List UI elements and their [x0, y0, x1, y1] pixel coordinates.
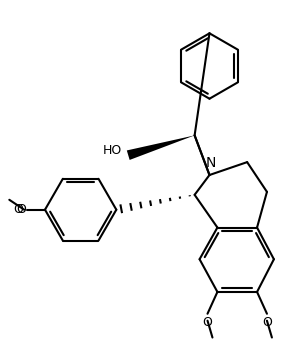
Polygon shape: [127, 136, 195, 160]
Text: O: O: [13, 203, 23, 216]
Text: O: O: [16, 203, 26, 216]
Text: O: O: [203, 316, 212, 329]
Text: N: N: [205, 156, 216, 170]
Text: HO: HO: [103, 144, 122, 157]
Text: O: O: [262, 316, 272, 329]
